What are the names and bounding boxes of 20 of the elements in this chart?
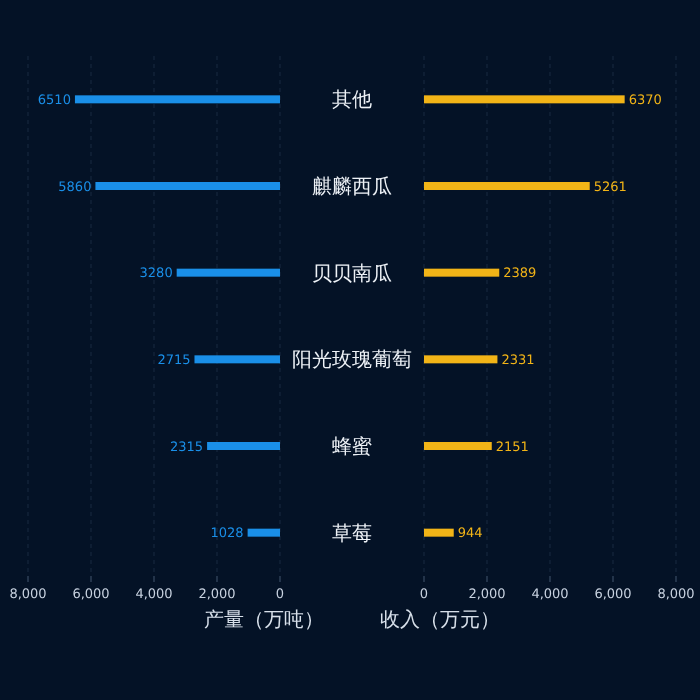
y-tick-label: 阳光玫瑰葡萄 [292,348,412,373]
bar [424,528,454,537]
y-tick-label: 其他 [332,88,372,113]
x-axis-title: 收入（万元） [380,608,500,632]
bar [424,95,625,104]
bar [194,355,280,364]
bar [424,268,500,277]
bar [207,442,280,450]
y-tick-label: 蜂蜜 [332,435,372,459]
bar [247,528,280,537]
x-axis-title: 产量（万吨） [204,608,324,632]
bar [424,355,498,364]
bar [176,268,280,277]
y-tick-label: 贝贝南瓜 [312,261,392,286]
y-tick-label: 草莓 [332,521,372,546]
bar [424,442,492,450]
y-tick-label: 麒麟西瓜 [312,175,392,199]
bar [74,95,280,104]
bar [424,182,590,190]
bar [95,182,280,190]
